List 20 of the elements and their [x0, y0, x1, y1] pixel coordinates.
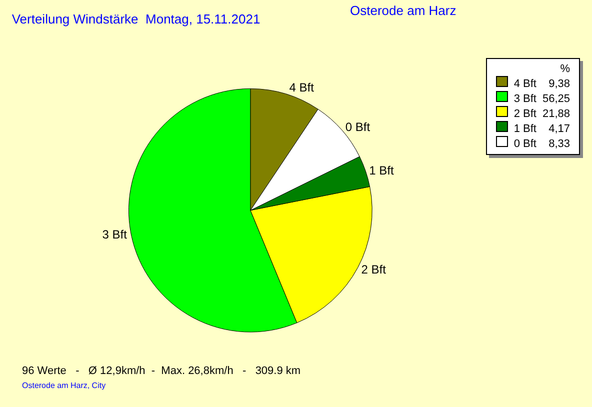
legend-label: 2 Bft	[512, 106, 538, 121]
legend-title: %	[559, 62, 571, 76]
data-label: 9,38	[548, 76, 571, 91]
slice-label: 0 Bft	[345, 120, 371, 134]
data-label: 21,88	[541, 106, 571, 121]
chart-subtitle: Osterode am Harz	[350, 3, 456, 18]
slice-label: 4 Bft	[289, 80, 315, 95]
data-label: 56,25	[541, 92, 571, 106]
legend-label: 4 Bft	[512, 76, 538, 91]
chart-title: Verteilung Windstärke Montag, 15.11.2021	[12, 11, 260, 26]
slice-label: 3 Bft	[102, 227, 128, 242]
data-label: 8,33	[548, 136, 571, 151]
slice-label: 2 Bft	[361, 262, 387, 276]
legend-label: 1 Bft	[512, 122, 538, 136]
legend-label: 3 Bft	[512, 92, 538, 106]
text: 96 Werte - Ø 12,9km/h - Max. 26,8km/h - 309.9 km	[22, 365, 301, 377]
data-label: 4,17	[548, 122, 571, 136]
text: Osterode am Harz, City	[22, 381, 106, 390]
slice-label: 1 Bft	[369, 164, 394, 178]
legend-label: 0 Bft	[512, 136, 538, 151]
